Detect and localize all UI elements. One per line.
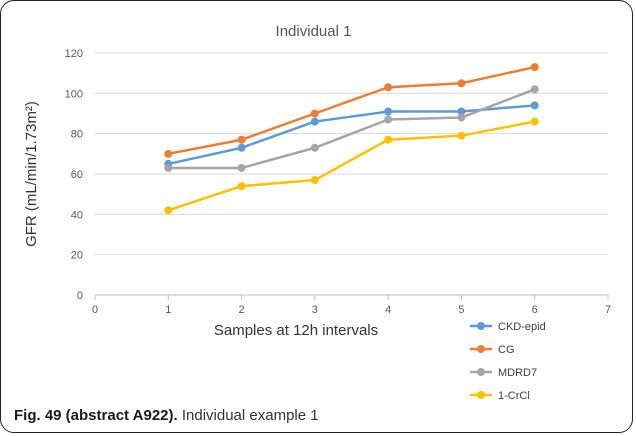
series-line-MDRD7 [168,88,536,170]
y-tick-label: 0 [77,290,83,302]
data-point-MDRD7 [384,115,393,124]
series-line-CKD-epid [168,104,535,166]
data-point-CG [237,135,246,144]
x-tick-label: 5 [458,304,464,316]
series-line-CG [168,65,535,156]
caption-text: Individual example 1 [177,407,319,424]
data-point-1-CrCl [384,135,393,144]
x-axis-label: Samples at 12h intervals [214,322,378,339]
chart: Individual 1 0 20 40 60 80 100 120 0 1 2 3 4 5 6 7 Sampl… [23,23,611,402]
data-point-CKD-epid [457,107,466,116]
series-line-1-CrCl [167,120,535,212]
legend-label: CKD-epid [498,321,546,333]
legend-swatch-marker [477,368,485,376]
x-tick-label: 2 [239,304,245,316]
y-tick-label: 80 [71,129,83,141]
y-tick-label: 100 [65,88,83,100]
data-point-CG [530,63,539,72]
data-point-CG [457,79,466,88]
data-point-1-CrCl [457,131,466,140]
x-tick-label: 6 [532,304,538,316]
data-point-MDRD7 [237,163,246,172]
x-tick-label: 0 [92,304,98,316]
legend-swatch-marker [477,322,485,330]
y-tick-label: 120 [65,48,83,60]
legend-swatch-marker [477,345,485,353]
data-point-MDRD7 [164,163,173,172]
y-axis-label: GFR (mL/min/1.73m²) [23,101,40,247]
data-point-1-CrCl [310,176,319,185]
data-point-CG [384,83,393,92]
data-point-MDRD7 [457,113,466,122]
caption-lead: Fig. 49 (abstract A922). [14,407,178,424]
data-point-1-CrCl [237,182,246,191]
figure-caption: Fig. 49 (abstract A922). Individual exam… [14,407,319,424]
x-tick-label: 1 [165,304,171,316]
y-tick-label: 60 [71,169,83,181]
x-tick-label: 7 [605,304,611,316]
y-tick-label: 40 [71,209,83,221]
y-tick-label: 20 [71,250,83,262]
x-tick-label: 3 [312,304,318,316]
data-point-CKD-epid [310,117,319,126]
data-point-CKD-epid [237,143,246,152]
legend-label: 1-CrCl [498,390,530,402]
data-point-CKD-epid [384,107,393,116]
data-point-MDRD7 [310,143,319,152]
x-tick-label: 4 [385,304,391,316]
data-point-1-CrCl [164,206,173,215]
legend-swatch-marker [477,391,485,399]
data-point-1-CrCl [530,117,539,126]
data-point-CG [164,149,173,158]
data-point-CKD-epid [530,101,539,110]
chart-title: Individual 1 [276,23,352,40]
legend-label: MDRD7 [498,367,537,379]
data-point-MDRD7 [530,85,539,94]
legend-label: CG [498,344,515,356]
data-point-CG [310,109,319,118]
